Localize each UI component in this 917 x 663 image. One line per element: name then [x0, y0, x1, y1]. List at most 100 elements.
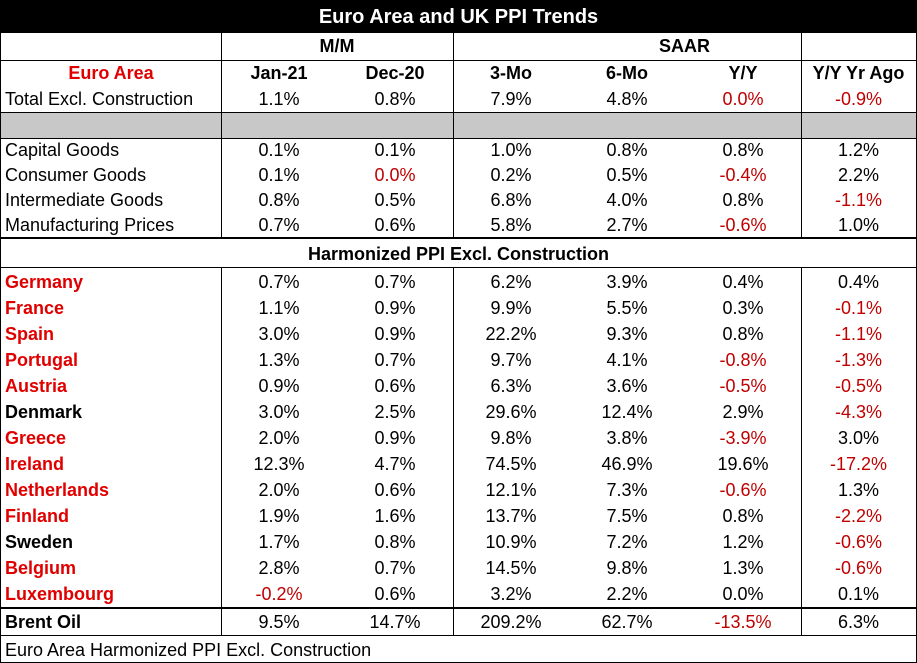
table-cell: 0.3% [722, 298, 764, 318]
table-cell: -3.9% [719, 428, 767, 448]
row-label: Greece [5, 428, 67, 448]
table-cell: 1.6% [374, 506, 416, 526]
row-label: Brent Oil [5, 612, 82, 632]
table-cell: 1.2% [722, 532, 764, 552]
table-cell: 0.7% [258, 272, 300, 292]
table-cell: 3.8% [606, 428, 648, 448]
table-title: Euro Area and UK PPI Trends [1, 1, 916, 33]
table-cell: 29.6% [485, 402, 537, 422]
table-cell: 2.2% [837, 165, 880, 185]
row-label: Manufacturing Prices [5, 215, 175, 235]
table-cell: 9.9% [490, 298, 532, 318]
table-cell: -0.5% [719, 376, 767, 396]
table-cell: 0.8% [258, 190, 300, 210]
table-cell: -0.4% [719, 165, 767, 185]
table-cell: 3.9% [606, 272, 648, 292]
table-cell: -0.6% [719, 215, 767, 235]
grid-line [221, 33, 222, 237]
table-cell: 1.3% [837, 480, 880, 500]
table-cell: 9.3% [606, 324, 648, 344]
table-cell: 0.7% [374, 558, 416, 578]
column-header: Dec-20 [365, 63, 425, 83]
table-cell: 2.0% [258, 480, 300, 500]
table-cell: 1.7% [258, 532, 300, 552]
table-cell: 1.0% [490, 140, 532, 160]
table-cell: -1.3% [834, 350, 883, 370]
table-cell: -0.5% [834, 376, 883, 396]
table-cell: 0.8% [722, 506, 764, 526]
table-cell: 0.4% [722, 272, 764, 292]
table-cell: 0.8% [722, 140, 764, 160]
table-cell: 14.7% [369, 612, 421, 632]
table-cell: 0.8% [606, 140, 648, 160]
row-label: Capital Goods [5, 140, 120, 160]
table-cell: 0.5% [374, 190, 416, 210]
euro-area-label: Euro Area [68, 63, 154, 83]
column-header: Y/Y [728, 63, 758, 83]
grid-line [1, 237, 916, 239]
table-cell: 0.0% [722, 584, 764, 604]
table-cell: 1.2% [837, 140, 880, 160]
row-label: Sweden [5, 532, 74, 552]
table-cell: 2.5% [374, 402, 416, 422]
table-cell: -13.5% [714, 612, 772, 632]
table-cell: 0.8% [374, 532, 416, 552]
table-cell: 0.9% [374, 298, 416, 318]
row-label: Denmark [5, 402, 83, 422]
grid-line [1, 635, 916, 636]
table-cell: 12.4% [601, 402, 653, 422]
table-cell: 3.0% [258, 402, 300, 422]
table-cell: 3.0% [258, 324, 300, 344]
table-cell: 7.3% [606, 480, 648, 500]
row-label: Intermediate Goods [5, 190, 164, 210]
table-footer: Euro Area Harmonized PPI Excl. Construct… [5, 640, 372, 660]
table-cell: 9.7% [490, 350, 532, 370]
row-label: Netherlands [5, 480, 110, 500]
group-mm: M/M [319, 36, 355, 56]
table-cell: 9.5% [258, 612, 300, 632]
table-cell: 1.3% [258, 350, 300, 370]
table-cell: 0.6% [374, 584, 416, 604]
grid-line [1, 138, 916, 139]
row-label: Spain [5, 324, 55, 344]
table-cell: 0.1% [258, 165, 300, 185]
gray-band [1, 112, 916, 138]
table-cell: -17.2% [829, 454, 888, 474]
table-cell: -0.6% [834, 558, 883, 578]
table-cell: 0.8% [374, 89, 416, 109]
grid-line [801, 267, 802, 635]
table-cell: -2.2% [834, 506, 883, 526]
table-cell: 3.0% [837, 428, 880, 448]
table-cell: 19.6% [717, 454, 769, 474]
table-cell: 13.7% [485, 506, 537, 526]
table-cell: 2.9% [722, 402, 764, 422]
row-label: Austria [5, 376, 68, 396]
row-label: Germany [5, 272, 84, 292]
table-cell: 4.8% [606, 89, 648, 109]
grid-line [1, 267, 916, 268]
grid-line [1, 607, 916, 609]
table-cell: 7.2% [606, 532, 648, 552]
table-cell: 2.8% [258, 558, 300, 578]
table-cell: -1.1% [834, 190, 883, 210]
table-cell: -0.2% [255, 584, 303, 604]
table-cell: 4.7% [374, 454, 416, 474]
row-label: Consumer Goods [5, 165, 147, 185]
table-cell: 12.1% [485, 480, 537, 500]
table-cell: 46.9% [601, 454, 653, 474]
table-cell: 1.3% [722, 558, 764, 578]
table-cell: 4.1% [606, 350, 648, 370]
grid-line [453, 33, 454, 237]
grid-line [1, 112, 916, 113]
table-cell: 7.5% [606, 506, 648, 526]
table-cell: 0.1% [374, 140, 416, 160]
table-cell: 0.9% [258, 376, 300, 396]
table-cell: -0.1% [834, 298, 883, 318]
table-cell: -1.1% [834, 324, 883, 344]
table-cell: 6.3% [490, 376, 532, 396]
table-cell: 6.3% [837, 612, 880, 632]
row-label: France [5, 298, 65, 318]
table-cell: 0.2% [490, 165, 532, 185]
table-cell: 74.5% [485, 454, 537, 474]
